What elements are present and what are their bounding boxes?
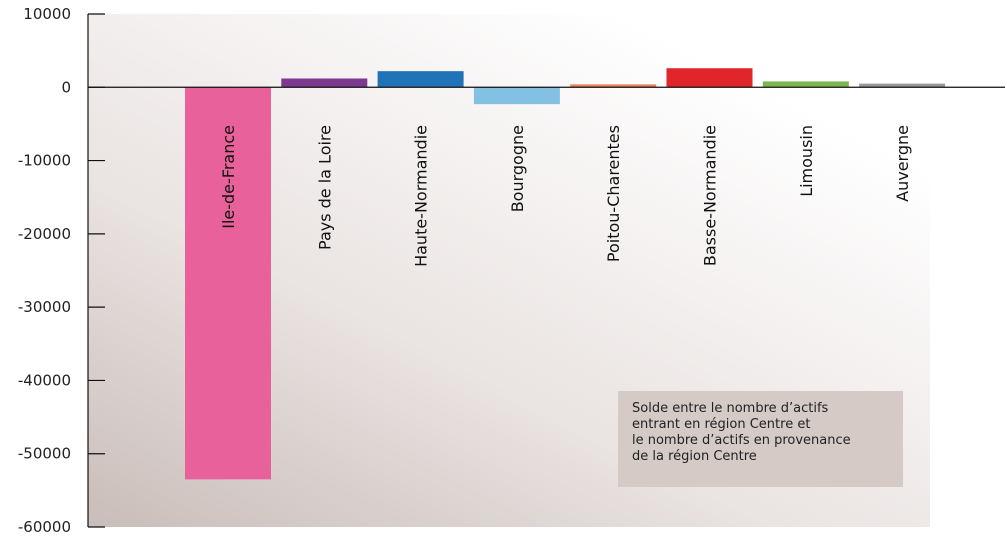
category-label: Limousin [797,125,816,197]
bar-ile-de-france [185,87,271,480]
bar-basse-normandie [666,68,753,88]
y-tick-labels: 10000 0 -10000 -20000 -30000 -40000 -50000 -600… [18,5,71,536]
y-tick-label: -50000 [18,445,71,463]
annotation-line: Solde entre le nombre d’actifs [632,401,829,416]
y-tick-label: -30000 [18,298,71,316]
bar-haute-normandie [377,71,464,88]
category-label: Pays de la Loire [315,125,334,250]
annotation-box: Solde entre le nombre d’actifs entrant e… [618,391,903,487]
annotation-line: le nombre d’actifs en provenance [632,433,851,448]
bar-bourgogne [473,87,560,105]
axes [87,13,1005,528]
y-tick-label: -20000 [18,225,71,243]
category-label: Poitou-Charentes [604,125,623,262]
bar-limousin [762,81,849,88]
annotation-line: de la région Centre [632,449,757,464]
y-tick-label: 0 [61,78,71,96]
category-label: Bourgogne [508,125,527,212]
category-label: Haute-Normandie [412,125,431,267]
bar-poitou-charentes [570,84,657,88]
bar-pays-de-la-loire [281,78,368,88]
y-tick-label: 10000 [23,5,71,23]
bars [185,68,946,480]
annotation-line: entrant en région Centre et [632,417,811,432]
y-tick-label: -10000 [18,152,71,170]
y-tick-label: -40000 [18,371,71,389]
y-tick-label: -60000 [18,518,71,536]
category-label: Auvergne [893,125,912,202]
bar-auvergne [859,83,946,88]
category-label: Basse-Normandie [701,125,720,266]
category-label: Ile-de-France [219,125,238,229]
category-labels: Ile-de-France Pays de la Loire Haute-Norma… [219,125,912,267]
